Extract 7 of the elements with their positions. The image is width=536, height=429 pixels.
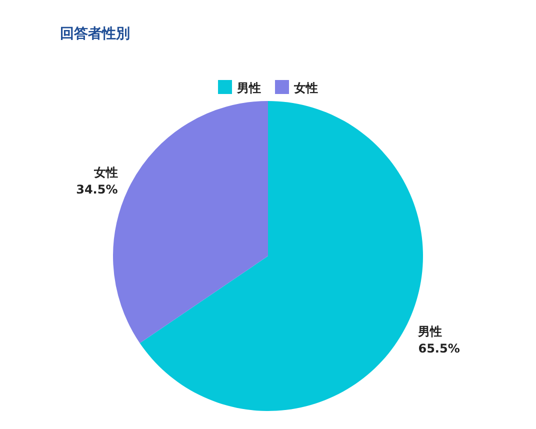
legend-label: 女性 <box>293 81 318 95</box>
slice-label: 女性 <box>92 165 118 180</box>
data-label: 34.5% <box>76 182 118 196</box>
legend-label: 男性 <box>236 81 261 95</box>
slice-label: 男性 <box>417 324 442 339</box>
chart-title: 回答者性別 <box>60 26 130 42</box>
data-label: 65.5% <box>418 342 460 356</box>
